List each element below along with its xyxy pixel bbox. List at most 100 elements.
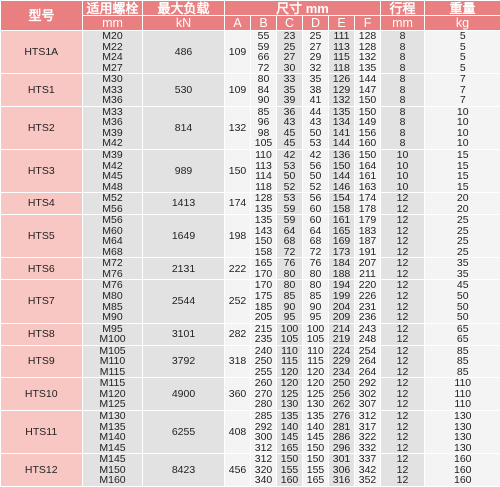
dimension-c-cell: 39 [276, 95, 303, 107]
dimension-d-cell: 110 [302, 345, 329, 357]
stroke-cell: 10 [380, 149, 425, 161]
table-row: M48 118 52 52 146 163 10 15 [1, 181, 500, 194]
table-row: M33 84 35 38 129 147 8 7 [1, 84, 500, 96]
dimension-e-cell: 165 [328, 225, 355, 237]
max-load-cell: 6255 [142, 410, 225, 455]
dimension-b-cell: 85 [250, 106, 277, 118]
dimension-f-cell: 248 [353, 334, 381, 346]
dimension-c-cell: 160 [276, 475, 303, 487]
stroke-cell: 12 [380, 442, 425, 455]
stroke-cell: 12 [380, 279, 425, 291]
dimension-b-cell: 185 [250, 301, 277, 313]
unit-f: F [353, 15, 382, 31]
dimension-f-cell: 243 [353, 323, 381, 335]
weight-cell: 130 [424, 410, 500, 422]
stroke-cell: 12 [380, 421, 425, 433]
dimension-b-cell: 55 [250, 30, 277, 42]
stroke-cell: 12 [380, 410, 425, 422]
dimension-b-cell: 135 [250, 203, 277, 216]
stroke-cell: 12 [380, 268, 425, 281]
dimension-b-cell: 59 [250, 41, 277, 53]
dimension-e-cell: 126 [328, 73, 355, 85]
bolt-cell: M39 [82, 149, 143, 161]
dimension-f-cell: 132 [353, 52, 381, 63]
dimension-b-cell: 340 [250, 475, 277, 487]
dimension-f-cell: 231 [353, 301, 381, 313]
dimension-b-cell: 285 [250, 410, 277, 422]
table-row: HTS3 M39 989 150 110 42 42 136 150 10 15 [0, 149, 500, 194]
dimension-b-cell: 90 [250, 95, 277, 107]
dimension-e-cell: 132 [328, 95, 355, 107]
dimension-b-cell: 80 [250, 73, 277, 85]
dimension-e-cell: 194 [328, 279, 355, 291]
dimension-d-cell: 150 [302, 442, 329, 455]
stroke-cell: 8 [380, 84, 425, 96]
max-load-cell: 486 [142, 30, 225, 75]
table-row: M24 66 27 29 115 132 8 5 [1, 52, 500, 63]
weight-cell: 5 [424, 41, 500, 53]
dimension-a-cell: 109 [224, 73, 251, 107]
model-cell: HTS6 [0, 257, 83, 281]
dimension-a-cell: 318 [224, 345, 251, 379]
dimension-c-cell: 80 [276, 268, 303, 281]
table-row: M22 59 25 27 113 128 8 5 [1, 41, 500, 53]
dimension-f-cell: 164 [353, 160, 381, 172]
dimension-d-cell: 72 [302, 246, 329, 259]
bolt-cell: M145 [82, 453, 143, 465]
dimension-f-cell: 187 [353, 236, 381, 247]
table-row: M120 270 125 125 256 302 12 110 [1, 388, 500, 400]
dimension-f-cell: 292 [353, 377, 381, 389]
header-max-load: 最大负载 [142, 0, 225, 16]
table-row: M56 135 59 60 158 178 12 20 [1, 203, 500, 216]
dimension-c-cell: 85 [276, 290, 303, 302]
dimension-d-cell: 53 [302, 138, 329, 150]
max-load-cell: 814 [142, 106, 225, 150]
weight-cell: 85 [424, 345, 500, 357]
dimension-c-cell: 130 [276, 399, 303, 411]
max-load-cell: 1649 [142, 214, 225, 259]
bolt-cell: M30 [82, 73, 143, 85]
header-stroke: 行程 [380, 0, 426, 16]
bolt-cell: M95 [82, 323, 143, 335]
table-header: 型号 适用螺栓 最大负载 尺寸 mm 行程 重量 mm kN A B C D E… [0, 0, 500, 31]
dimension-b-cell: 312 [250, 442, 277, 455]
weight-cell: 110 [424, 399, 500, 411]
table-row: HTS12 M145 8423 456 312 150 150 301 337 12 160 [0, 453, 500, 487]
table-row: HTS5 M56 1649 198 135 59 60 161 179 12 25 [0, 214, 500, 259]
dimension-d-cell: 155 [302, 464, 329, 476]
dimension-f-cell: 322 [353, 432, 381, 443]
dimension-d-cell: 76 [302, 257, 329, 269]
table-row: M36 96 43 43 134 149 8 10 [1, 117, 500, 128]
dimension-f-cell: 332 [353, 442, 381, 455]
table-row: HTS10 M115 4900 360 260 120 120 250 292 12 110 [0, 377, 500, 411]
unit-weight: kg [424, 15, 500, 31]
dimension-b-cell: 300 [250, 432, 277, 443]
model-cell: HTS8 [0, 323, 83, 346]
bolt-cell: M76 [82, 279, 143, 291]
dimension-c-cell: 105 [276, 334, 303, 346]
stroke-cell: 8 [380, 117, 425, 128]
dimension-e-cell: 129 [328, 84, 355, 96]
bolt-cell: M115 [82, 377, 143, 389]
model-cell: HTS1 [0, 73, 83, 107]
dimension-b-cell: 113 [250, 160, 277, 172]
stroke-cell: 12 [380, 312, 425, 324]
unit-bolt: mm [82, 15, 143, 31]
weight-cell: 110 [424, 388, 500, 400]
weight-cell: 160 [424, 475, 500, 487]
stroke-cell: 12 [380, 453, 425, 465]
dimension-c-cell: 135 [276, 410, 303, 422]
table-row: M42 113 53 56 150 164 10 15 [1, 160, 500, 172]
dimension-d-cell: 85 [302, 290, 329, 302]
dimension-f-cell: 150 [353, 95, 381, 107]
dimension-e-cell: 115 [328, 52, 355, 63]
bolt-cell: M105 [82, 345, 143, 357]
unit-d: D [302, 15, 329, 31]
weight-cell: 5 [424, 62, 500, 75]
dimension-b-cell: 114 [250, 171, 277, 182]
stroke-cell: 8 [380, 52, 425, 63]
dimension-b-cell: 170 [250, 268, 277, 281]
weight-cell: 50 [424, 312, 500, 324]
dimension-f-cell: 144 [353, 73, 381, 85]
table-row: M76 170 80 80 188 211 12 35 [1, 268, 500, 281]
